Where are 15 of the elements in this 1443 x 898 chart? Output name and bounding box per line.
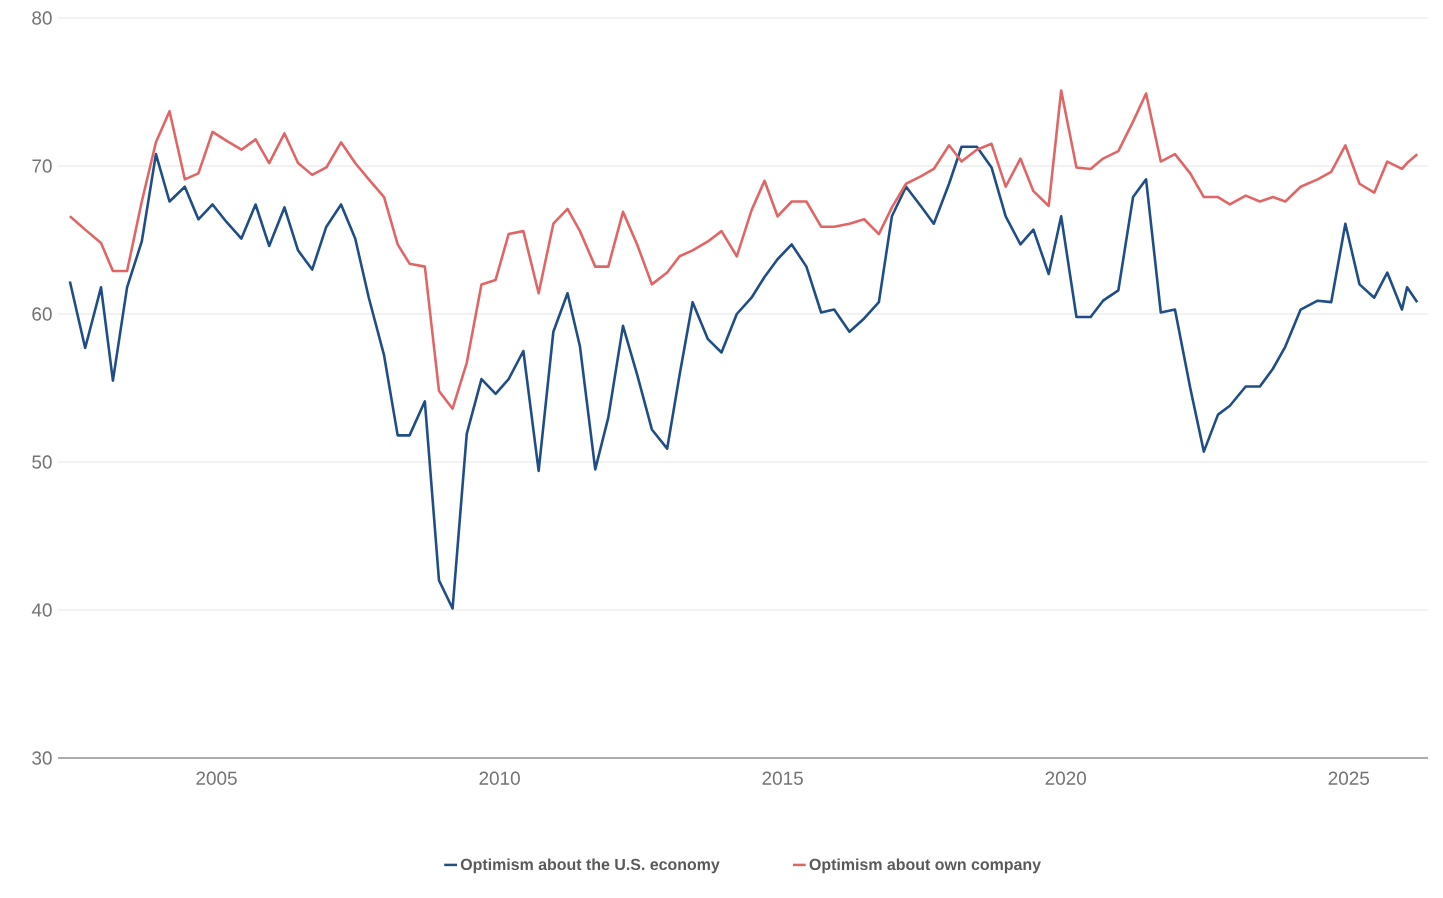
x-tick-label: 2005 xyxy=(196,771,237,785)
y-tick-label: 50 xyxy=(32,455,52,469)
x-tick-label: 2015 xyxy=(762,771,803,785)
y-tick-label: 30 xyxy=(32,751,52,765)
y-tick-label: 70 xyxy=(32,159,52,173)
legend-label: Optimism about the U.S. economy xyxy=(460,858,720,874)
x-tick-label: 2025 xyxy=(1328,771,1370,785)
y-tick-label: 80 xyxy=(32,11,52,25)
line-series xyxy=(68,89,1419,411)
x-tick-label: 2010 xyxy=(479,771,520,785)
y-tick-label: 60 xyxy=(32,307,52,321)
line-series xyxy=(68,145,1419,610)
y-tick-label: 40 xyxy=(31,603,52,617)
x-tick-label: 2020 xyxy=(1045,771,1086,785)
legend-label: Optimism about own company xyxy=(809,858,1041,874)
